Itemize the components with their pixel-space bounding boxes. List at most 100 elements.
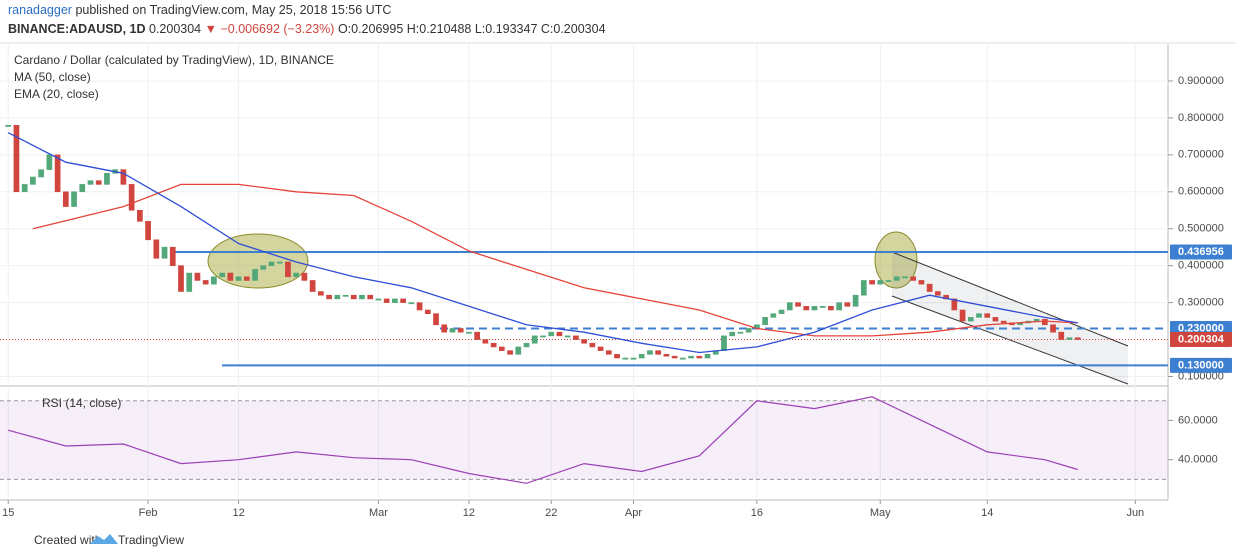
- candle: [5, 124, 12, 127]
- candle: [474, 331, 481, 340]
- candle: [38, 169, 44, 178]
- candle: [359, 294, 365, 300]
- candle: [515, 346, 522, 355]
- x-tick-label: 12: [232, 507, 244, 519]
- candle: [235, 276, 242, 281]
- candle: [803, 306, 810, 311]
- candle: [424, 309, 431, 314]
- candle: [383, 298, 390, 303]
- candle: [400, 298, 406, 303]
- candle: [1066, 337, 1073, 340]
- candle: [844, 302, 851, 307]
- x-tick-label: Mar: [369, 507, 388, 519]
- candle: [219, 272, 225, 278]
- candle: [795, 302, 801, 307]
- candle: [449, 328, 456, 333]
- logo: [90, 534, 118, 544]
- candle: [902, 276, 908, 279]
- x-tick-label: Jun: [1126, 507, 1144, 519]
- candle: [597, 346, 604, 351]
- candle: [186, 272, 193, 292]
- candle: [721, 335, 727, 351]
- candle: [1058, 331, 1065, 340]
- candle: [910, 276, 917, 281]
- footer-brand[interactable]: TradingView: [118, 533, 184, 547]
- footer-created: Created with: [34, 533, 101, 547]
- candle: [647, 350, 653, 355]
- rsi-line: [8, 396, 1078, 484]
- candle: [786, 302, 793, 311]
- candle: [967, 317, 974, 322]
- candle: [342, 294, 349, 297]
- candle: [573, 335, 579, 340]
- candle: [926, 283, 933, 292]
- candle: [276, 261, 283, 264]
- y-tick-label: 0.800000: [1178, 112, 1224, 124]
- last-price-label: 0.200304: [1178, 333, 1225, 345]
- ema-line: [7, 132, 1078, 354]
- candle: [54, 154, 61, 193]
- candle: [885, 280, 892, 282]
- author[interactable]: ranadagger: [8, 3, 72, 17]
- candle: [178, 265, 184, 292]
- channel-line: [891, 251, 1129, 347]
- candle: [95, 180, 102, 185]
- ma-line: [32, 183, 1078, 337]
- candle: [145, 221, 151, 241]
- legend-title: Cardano / Dollar (calculated by TradingV…: [14, 53, 334, 67]
- grid: [0, 44, 1168, 500]
- y-tick-label: 0.500000: [1178, 223, 1224, 235]
- candle: [21, 184, 28, 193]
- candle: [1000, 320, 1007, 324]
- candle: [828, 306, 834, 311]
- candle: [243, 276, 250, 281]
- candle: [877, 280, 884, 285]
- candle: [62, 191, 69, 207]
- candle: [507, 350, 513, 355]
- y-tick-label: 40.0000: [1178, 454, 1218, 466]
- candle: [778, 309, 785, 314]
- x-tick-label: Apr: [625, 507, 642, 519]
- candle: [745, 328, 752, 333]
- candle: [893, 276, 900, 281]
- candle: [548, 331, 555, 337]
- candle: [770, 313, 777, 318]
- candle: [252, 269, 258, 281]
- last-price-label-box: [1170, 331, 1232, 347]
- candle: [630, 357, 637, 360]
- candle: [326, 294, 332, 300]
- candle: [655, 350, 662, 355]
- legend-ema: EMA (20, close): [14, 87, 99, 101]
- candle: [589, 342, 596, 348]
- header-line: ranadagger published on TradingView.com,…: [8, 3, 391, 17]
- candle: [268, 261, 275, 266]
- x-tick-label: 16: [751, 507, 763, 519]
- x-tick-label: 22: [545, 507, 557, 519]
- change: ▼ −0.006692 (−3.23%): [205, 22, 335, 36]
- candle: [951, 298, 958, 311]
- channel: [892, 252, 1128, 384]
- x-tick-label: May: [870, 507, 891, 519]
- candle: [227, 272, 234, 281]
- candle: [1041, 318, 1048, 326]
- candle: [137, 209, 143, 222]
- candle: [120, 169, 127, 185]
- y-tick-label: 0.100000: [1178, 370, 1224, 382]
- candle: [564, 335, 571, 338]
- y-tick-label: 0.400000: [1178, 260, 1224, 272]
- level-label: 0.230000: [1178, 322, 1224, 334]
- candle: [375, 298, 382, 301]
- candle: [869, 280, 875, 285]
- candle: [309, 280, 316, 292]
- candle: [318, 291, 324, 296]
- candle: [367, 294, 374, 300]
- published: published on TradingView.com, May 25, 20…: [75, 3, 391, 17]
- candle: [350, 294, 357, 300]
- y-tick-label: 0.300000: [1178, 297, 1224, 309]
- candle: [737, 331, 744, 334]
- candle: [704, 354, 711, 359]
- candle: [860, 280, 867, 296]
- y-tick-label: 0.900000: [1178, 75, 1224, 87]
